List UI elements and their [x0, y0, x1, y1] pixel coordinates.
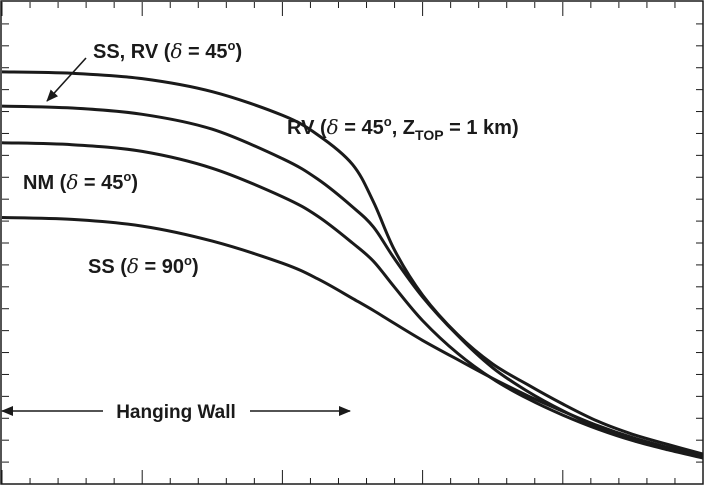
hanging-wall-label: Hanging Wall: [116, 402, 236, 423]
label-rv-ztop: RV (δ = 45o, ZTOP = 1 km): [287, 114, 519, 143]
label-ss-90: SS (δ = 90o): [88, 253, 199, 278]
series-curves: [1, 70, 704, 460]
label-ss-rv-45: SS, RV (δ = 45o): [93, 38, 242, 63]
ss-rv-pointer-arrow: [46, 57, 87, 102]
series-line-rv-ztop: [1, 70, 704, 456]
series-line-ss-90: [1, 216, 704, 458]
label-nm-45: NM (δ = 45o): [23, 169, 138, 194]
series-line-ss-rv-45: [1, 104, 704, 458]
series-line-nm-45: [1, 141, 704, 460]
